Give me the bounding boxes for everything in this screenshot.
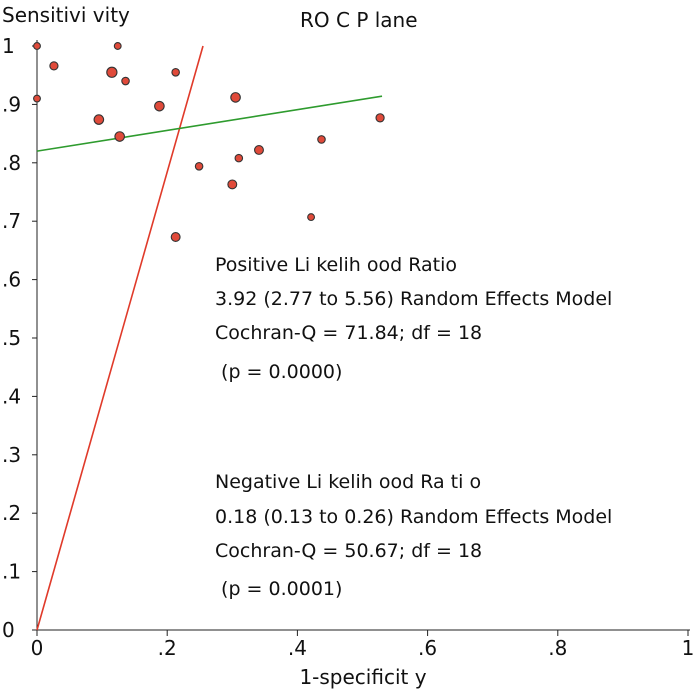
study-point bbox=[171, 67, 180, 77]
study-point bbox=[234, 153, 244, 163]
y-tick-label: .4 bbox=[2, 384, 21, 408]
x-tick-label: .2 bbox=[158, 636, 177, 660]
study-point bbox=[121, 76, 130, 86]
study-point bbox=[33, 42, 41, 50]
negative-lr-line-1: Negative Li kelih ood Ra ti o bbox=[215, 471, 481, 493]
study-point bbox=[375, 113, 385, 123]
study-points bbox=[33, 42, 385, 242]
negative-likelihood-ratio-line bbox=[36, 95, 383, 152]
y-tick-label: 0 bbox=[2, 618, 15, 642]
x-tick-label: 0 bbox=[31, 636, 44, 660]
negative-lr-line-3: Cochran-Q = 50.67; df = 18 bbox=[215, 540, 482, 562]
study-point bbox=[114, 131, 125, 142]
study-point bbox=[93, 114, 105, 125]
y-tick-label: .7 bbox=[2, 209, 21, 233]
fit-lines bbox=[36, 45, 383, 631]
y-tick-label: .3 bbox=[2, 443, 21, 467]
x-tick-label: .8 bbox=[548, 636, 567, 660]
y-tick-label: .8 bbox=[2, 151, 21, 175]
negative-lr-annotation: Negative Li kelih ood Ra ti o 0.18 (0.13… bbox=[215, 471, 612, 600]
study-point bbox=[227, 179, 238, 190]
y-ticks: 0 .1 .2 .3 .4 .5 .6 .7 .8 .9 1 bbox=[2, 34, 37, 642]
negative-lr-line-4: (p = 0.0001) bbox=[215, 578, 342, 600]
positive-lr-annotation: Positive Li kelih ood Ratio 3.92 (2.77 t… bbox=[215, 254, 612, 383]
study-point bbox=[49, 61, 59, 71]
study-point bbox=[307, 213, 316, 222]
study-point bbox=[113, 42, 122, 50]
y-tick-label: .9 bbox=[2, 92, 21, 116]
negative-lr-line-2: 0.18 (0.13 to 0.26) Random Effects Model bbox=[215, 506, 612, 528]
study-point bbox=[317, 135, 326, 144]
positive-lr-line-4: (p = 0.0000) bbox=[215, 361, 342, 383]
y-tick-label: .2 bbox=[2, 501, 21, 525]
y-tick-label: 1 bbox=[2, 34, 15, 58]
x-tick-label: .4 bbox=[288, 636, 307, 660]
x-axis-label: 1-specificit y bbox=[299, 665, 426, 689]
x-tick-label: 1 bbox=[682, 636, 695, 660]
chart-title: RO C P lane bbox=[300, 8, 418, 32]
study-point bbox=[33, 94, 41, 103]
study-point bbox=[230, 92, 241, 103]
x-tick-label: .6 bbox=[418, 636, 437, 660]
positive-lr-line-3: Cochran-Q = 71.84; df = 18 bbox=[215, 322, 482, 344]
y-tick-label: .5 bbox=[2, 326, 21, 350]
x-ticks: 0 .2 .4 .6 .8 1 bbox=[31, 630, 695, 660]
study-point bbox=[254, 144, 264, 155]
study-point bbox=[154, 100, 165, 112]
positive-lr-line-1: Positive Li kelih ood Ratio bbox=[215, 254, 457, 276]
y-axis-label: Sensitivi vity bbox=[2, 3, 130, 27]
positive-lr-line-2: 3.92 (2.77 to 5.56) Random Effects Model bbox=[215, 288, 612, 310]
study-point bbox=[170, 231, 181, 242]
study-point bbox=[106, 66, 118, 78]
y-tick-label: .6 bbox=[2, 268, 21, 292]
study-point bbox=[194, 162, 204, 171]
positive-likelihood-ratio-line bbox=[36, 45, 204, 631]
y-tick-label: .1 bbox=[2, 560, 21, 584]
